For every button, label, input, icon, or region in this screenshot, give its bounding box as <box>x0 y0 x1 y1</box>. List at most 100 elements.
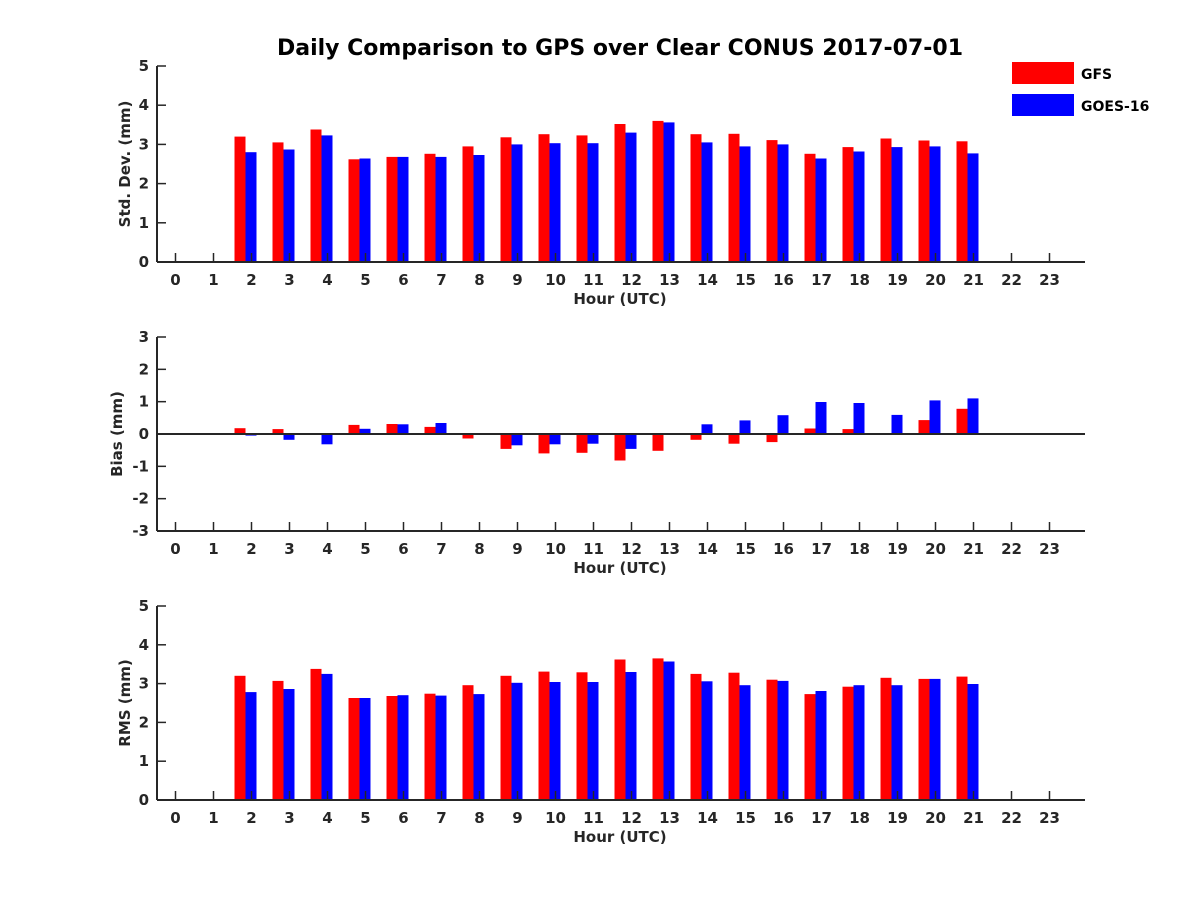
std-dev-bar-gfs-hour-16 <box>804 153 816 262</box>
std-dev-bar-gfs-hour-6 <box>424 153 436 262</box>
rms-bar-goes16-hour-19 <box>929 678 941 800</box>
rms-y-tick-label: 5 <box>139 597 149 615</box>
rms-x-tick-label: 6 <box>398 809 408 827</box>
std-dev-bar-goes16-hour-7 <box>473 155 485 262</box>
bias-bar-gfs-hour-6 <box>424 426 436 434</box>
bias-x-tick-label: 0 <box>170 540 180 558</box>
rms-y-tick-label: 3 <box>139 675 149 693</box>
bias-x-tick-label: 19 <box>887 540 908 558</box>
rms-x-label: Hour (UTC) <box>573 828 666 846</box>
bias-x-tick-label: 14 <box>697 540 718 558</box>
bias-bar-gfs-hour-5 <box>386 424 398 434</box>
bias-bar-gfs-hour-12 <box>652 434 664 451</box>
std-dev-bars <box>234 120 979 263</box>
legend: GFS GOES-16 <box>1012 62 1149 116</box>
rms-bar-goes16-hour-10 <box>587 682 599 800</box>
rms-x-tick-label: 14 <box>697 809 718 827</box>
bias-bar-goes16-hour-20 <box>967 398 979 434</box>
legend-label-gfs: GFS <box>1081 67 1112 83</box>
bias-bar-goes16-hour-8 <box>511 434 523 446</box>
bias-y-tick-label: -3 <box>132 522 149 540</box>
rms-y-tick-label: 0 <box>139 791 149 809</box>
std-dev-bar-goes16-hour-9 <box>549 143 561 262</box>
bias-bar-goes16-hour-18 <box>891 414 903 434</box>
rms-bar-goes16-hour-15 <box>777 680 789 800</box>
std-dev-bar-goes16-hour-15 <box>777 144 789 262</box>
bias-bar-goes16-hour-2 <box>283 434 295 440</box>
std-dev-bar-goes16-hour-18 <box>891 147 903 262</box>
std-dev-x-tick-label: 19 <box>887 271 908 289</box>
bias-bar-gfs-hour-7 <box>462 434 474 439</box>
std-dev-x-tick-label: 4 <box>322 271 332 289</box>
bias-bar-goes16-hour-4 <box>359 428 371 434</box>
rms-bar-goes16-hour-20 <box>967 684 979 800</box>
rms-x-tick-label: 10 <box>545 809 566 827</box>
std-dev-y-tick-label: 3 <box>139 135 149 153</box>
rms-bar-goes16-hour-18 <box>891 685 903 800</box>
std-dev-x-tick-label: 15 <box>735 271 756 289</box>
bias-x-ticks: 0 1 2 3 4 5 6 7 8 9 10 11 12 13 14 15 16 17 18 19 20 21 22 23 <box>170 522 1060 558</box>
rms-bar-goes16-hour-17 <box>853 685 865 800</box>
std-dev-bar-gfs-hour-11 <box>614 124 626 262</box>
bias-x-tick-label: 15 <box>735 540 756 558</box>
bias-x-tick-label: 22 <box>1001 540 1022 558</box>
rms-bar-goes16-hour-1 <box>245 692 257 800</box>
std-dev-bar-goes16-hour-20 <box>967 153 979 262</box>
rms-x-tick-label: 5 <box>360 809 370 827</box>
std-dev-x-tick-label: 7 <box>436 271 446 289</box>
bias-x-tick-label: 20 <box>925 540 946 558</box>
std-dev-x-tick-label: 10 <box>545 271 566 289</box>
rms-x-tick-label: 23 <box>1039 809 1060 827</box>
rms-x-tick-label: 15 <box>735 809 756 827</box>
bias-bar-goes16-hour-19 <box>929 400 941 434</box>
std-dev-y-tick-label: 0 <box>139 253 149 271</box>
bias-x-tick-label: 12 <box>621 540 642 558</box>
std-dev-y-tick-label: 1 <box>139 214 149 232</box>
bias-bar-gfs-hour-2 <box>272 429 284 434</box>
rms-x-tick-label: 1 <box>208 809 218 827</box>
bias-y-tick-label: 0 <box>139 425 149 443</box>
rms-bar-gfs-hour-17 <box>842 686 854 800</box>
bias-y-label: Bias (mm) <box>108 391 126 477</box>
std-dev-x-tick-label: 1 <box>208 271 218 289</box>
rms-bar-gfs-hour-16 <box>804 694 816 800</box>
bias-bar-gfs-hour-15 <box>766 434 778 443</box>
bias-x-tick-label: 5 <box>360 540 370 558</box>
std-dev-bar-goes16-hour-4 <box>359 158 371 262</box>
rms-bar-gfs-hour-9 <box>538 671 550 800</box>
std-dev-x-tick-label: 6 <box>398 271 408 289</box>
rms-bar-gfs-hour-7 <box>462 685 474 800</box>
rms-bar-goes16-hour-2 <box>283 689 295 800</box>
bias-x-tick-label: 9 <box>512 540 522 558</box>
bias-bar-gfs-hour-13 <box>690 434 702 440</box>
rms-bar-gfs-hour-1 <box>234 675 246 800</box>
bias-x-tick-label: 17 <box>811 540 832 558</box>
bias-bar-gfs-hour-20 <box>956 408 968 434</box>
std-dev-bar-goes16-hour-13 <box>701 142 713 262</box>
std-dev-x-tick-label: 20 <box>925 271 946 289</box>
bias-bar-goes16-hour-15 <box>777 415 789 434</box>
rms-x-tick-label: 11 <box>583 809 604 827</box>
rms-x-tick-label: 17 <box>811 809 832 827</box>
rms-bars <box>234 658 979 800</box>
rms-bar-goes16-hour-11 <box>625 672 637 800</box>
rms-y-label: RMS (mm) <box>116 659 134 746</box>
std-dev-y-tick-label: 5 <box>139 57 149 75</box>
std-dev-bar-goes16-hour-1 <box>245 152 257 262</box>
bias-bar-gfs-hour-17 <box>842 429 854 434</box>
bias-bar-gfs-hour-11 <box>614 434 626 461</box>
bias-x-tick-label: 21 <box>963 540 984 558</box>
figure-title: Daily Comparison to GPS over Clear CONUS… <box>277 36 963 61</box>
std-dev-bar-goes16-hour-19 <box>929 146 941 262</box>
rms-bar-goes16-hour-6 <box>435 695 447 800</box>
bias-bar-gfs-hour-4 <box>348 424 360 434</box>
rms-bar-goes16-hour-3 <box>321 673 333 800</box>
std-dev-x-tick-label: 16 <box>773 271 794 289</box>
bias-x-tick-label: 2 <box>246 540 256 558</box>
std-dev-x-tick-label: 21 <box>963 271 984 289</box>
bias-x-tick-label: 23 <box>1039 540 1060 558</box>
rms-y-tick-label: 2 <box>139 713 149 731</box>
